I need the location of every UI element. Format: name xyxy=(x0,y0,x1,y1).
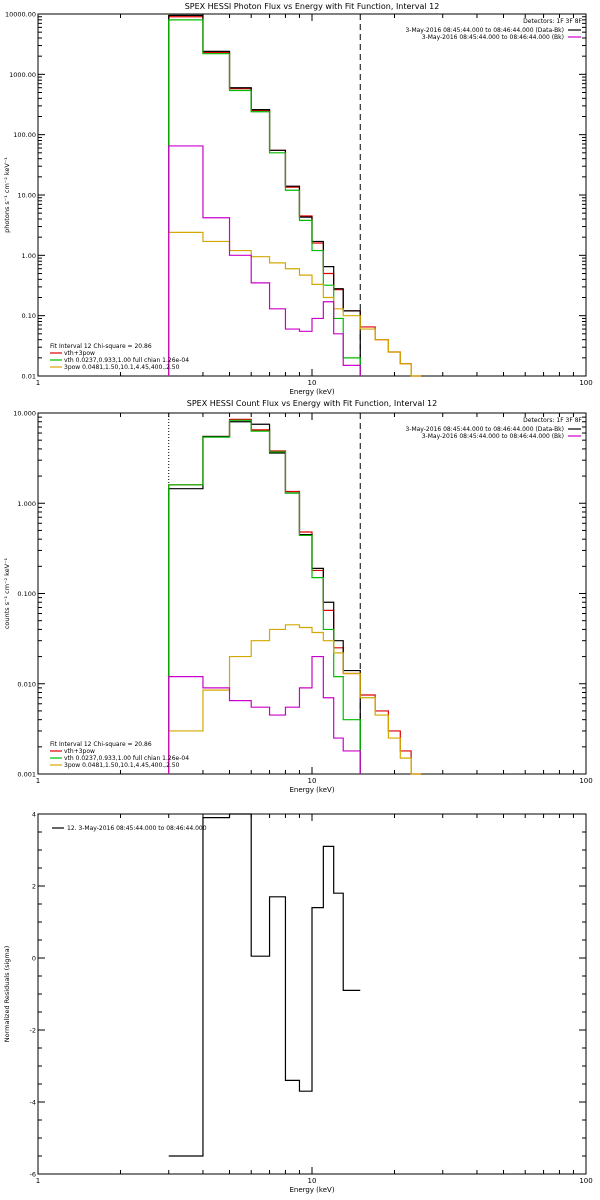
y-axis-label: photons s⁻¹ cm⁻² keV⁻¹ xyxy=(3,157,11,233)
y-tick-label: 10.00 xyxy=(17,192,36,200)
x-tick-label: 1 xyxy=(36,379,40,387)
y-tick-label: 2 xyxy=(32,883,36,891)
y-tick-label: 1.000 xyxy=(17,500,36,508)
series-vth-3pow xyxy=(168,16,422,377)
y-tick-label: 10000.00 xyxy=(5,11,36,19)
series-3pow xyxy=(168,231,422,377)
series-residuals xyxy=(168,813,361,1157)
y-tick-label: 0 xyxy=(32,955,36,963)
legend-entry-label: 3pow 0.0481,1.50,10.1,4.45,400.,2.50 xyxy=(64,762,180,769)
legend-detectors: Detectors: 1F 3F 8F xyxy=(523,18,582,25)
legend-entry-label: vth 0.0237,0.933,1.00 full chian 1.26e-0… xyxy=(64,755,189,762)
y-tick-label: -2 xyxy=(30,1027,36,1035)
series-vth xyxy=(168,19,361,376)
x-axis-label: Energy (keV) xyxy=(289,786,334,794)
legend-entry-label: 3-May-2016 08:45:44.000 to 08:46:44.000 … xyxy=(405,426,564,433)
plot-frame xyxy=(37,412,587,775)
y-tick-label: 1.00 xyxy=(22,252,36,260)
y-tick-label: 0.100 xyxy=(17,590,36,598)
y-tick-label: 0.10 xyxy=(22,312,36,320)
legend-entry-label: 3pow 0.0481,1.50,10.1,4.45,400.,2.50 xyxy=(64,364,180,371)
x-tick-label: 1 xyxy=(36,777,40,785)
y-axis-label: Normalized Residuals (sigma) xyxy=(3,946,11,1043)
x-tick-label: 100 xyxy=(579,777,592,785)
legend-entry-label: 3-May-2016 08:45:44.000 to 08:46:44.000 … xyxy=(405,27,564,34)
x-tick-label: 100 xyxy=(579,379,592,387)
series-bk xyxy=(168,655,361,774)
x-tick-label: 10 xyxy=(308,379,317,387)
y-axis-label: counts s⁻¹ cm⁻² keV⁻¹ xyxy=(3,557,11,629)
legend-fit-header: Fit Interval 12 Chi-square = 20.86 xyxy=(50,741,152,748)
x-axis-label: Energy (keV) xyxy=(289,388,334,396)
legend-entry-label: 12. 3-May-2016 08:45:44.000 to 08:46:44.… xyxy=(67,825,207,832)
x-tick-label: 10 xyxy=(308,1177,317,1185)
series-vth-3pow xyxy=(168,418,422,775)
y-tick-label: -6 xyxy=(30,1171,36,1179)
legend-entry-label: vth+3pow xyxy=(64,748,95,755)
x-axis-label: Energy (keV) xyxy=(289,1186,334,1194)
x-tick-label: 1 xyxy=(36,1177,40,1185)
legend-fit-header: Fit Interval 12 Chi-square = 20.86 xyxy=(50,343,152,350)
legend-entry-label: vth 0.0237,0.933,1.00 full chian 1.26e-0… xyxy=(64,357,189,364)
y-tick-label: -4 xyxy=(30,1099,36,1107)
y-tick-label: 1000.00 xyxy=(9,71,36,79)
y-tick-label: 0.001 xyxy=(17,771,36,779)
series-data-bk xyxy=(168,14,361,376)
chart-title: SPEX HESSI Photon Flux vs Energy with Fi… xyxy=(185,2,440,11)
legend-detectors: Detectors: 1F 3F 8F xyxy=(523,417,582,424)
x-tick-label: 10 xyxy=(308,777,317,785)
y-tick-label: 0.010 xyxy=(17,680,36,688)
y-tick-label: 4 xyxy=(32,811,36,819)
chart-panel-1: SPEX HESSI Photon Flux vs Energy with Fi… xyxy=(3,2,593,396)
y-tick-label: 0.01 xyxy=(22,373,36,381)
x-tick-label: 100 xyxy=(579,1177,592,1185)
chart-panel-3: 1 10 100 Energy (keV) -6 -4 -2 0 2 4 Normalized Re… xyxy=(3,811,593,1195)
series-data-bk xyxy=(168,421,361,774)
series-3pow xyxy=(168,624,422,775)
legend-entry-label: vth+3pow xyxy=(64,350,95,357)
y-tick-label: 100.00 xyxy=(13,131,36,139)
legend-entry-label: 3-May-2016 08:45:44.000 to 08:46:44.000 … xyxy=(422,34,564,41)
series-bk xyxy=(168,145,361,376)
chart-title: SPEX HESSI Count Flux vs Energy with Fit… xyxy=(187,399,438,408)
chart-panel-2: SPEX HESSI Count Flux vs Energy with Fit… xyxy=(3,399,593,794)
legend-entry-label: 3-May-2016 08:45:44.000 to 08:46:44.000 … xyxy=(422,433,564,440)
series-vth xyxy=(168,419,361,774)
y-tick-label: 10.000 xyxy=(13,410,36,418)
